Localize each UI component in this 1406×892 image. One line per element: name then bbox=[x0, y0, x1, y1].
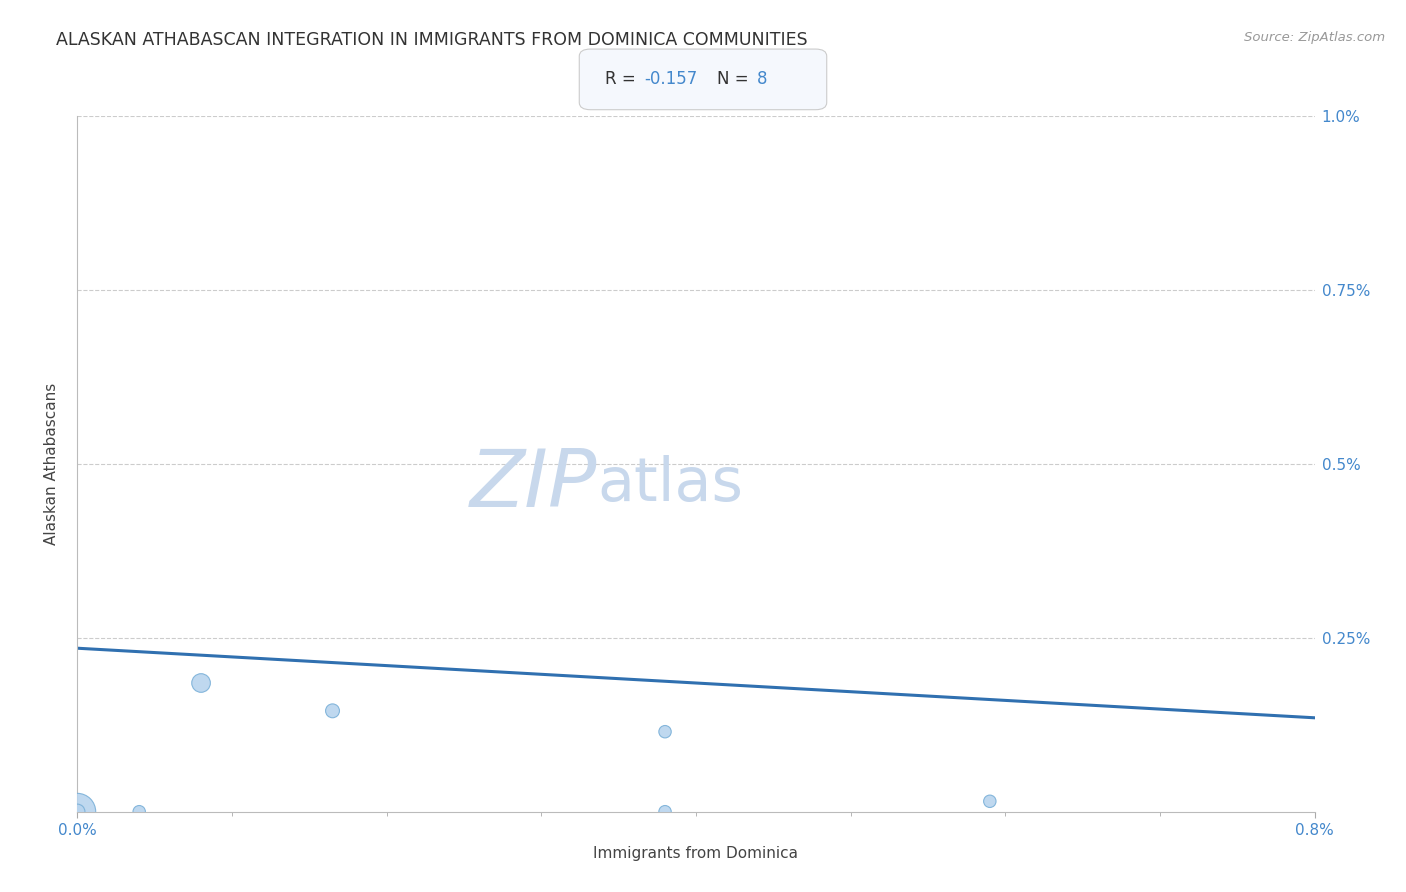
Y-axis label: Alaskan Athabascans: Alaskan Athabascans bbox=[44, 383, 59, 545]
Text: 8: 8 bbox=[756, 70, 766, 88]
Point bbox=[66, 805, 89, 819]
Text: ZIP: ZIP bbox=[470, 446, 598, 524]
Text: R =: R = bbox=[605, 70, 641, 88]
Point bbox=[654, 805, 676, 819]
Point bbox=[979, 794, 1001, 808]
Point bbox=[322, 704, 344, 718]
Point bbox=[128, 805, 150, 819]
Point bbox=[190, 676, 212, 690]
Text: -0.157: -0.157 bbox=[644, 70, 697, 88]
Point bbox=[66, 805, 89, 819]
Text: N =: N = bbox=[717, 70, 754, 88]
Text: ALASKAN ATHABASCAN INTEGRATION IN IMMIGRANTS FROM DOMINICA COMMUNITIES: ALASKAN ATHABASCAN INTEGRATION IN IMMIGR… bbox=[56, 31, 808, 49]
Point bbox=[654, 724, 676, 739]
Text: Source: ZipAtlas.com: Source: ZipAtlas.com bbox=[1244, 31, 1385, 45]
X-axis label: Immigrants from Dominica: Immigrants from Dominica bbox=[593, 847, 799, 861]
Text: atlas: atlas bbox=[598, 455, 742, 514]
